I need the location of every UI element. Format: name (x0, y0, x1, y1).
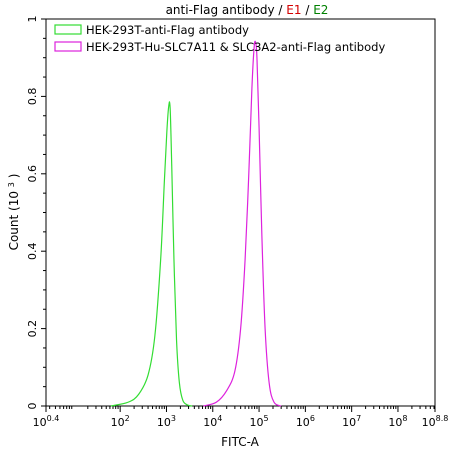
legend: HEK-293T-anti-Flag antibody HEK-293T-Hu-S… (54, 23, 385, 54)
x-tick-exp: 8.8 (436, 414, 449, 423)
y-axis-label-text: Count (10 (7, 191, 21, 250)
x-axis: 100.4 102 103 104 105 106 107 108 108.8 (33, 406, 449, 429)
plot-frame (45, 18, 436, 407)
legend-label-2: HEK-293T-Hu-SLC7A11 & SLC3A2-anti-Flag a… (86, 40, 385, 54)
y-tick-label: 0.4 (26, 242, 39, 260)
y-axis-label: Count (10 3 ) (3, 174, 21, 251)
x-tick-label: 108 (388, 414, 407, 429)
legend-swatch-2 (54, 41, 82, 52)
x-tick-exp: 4 (217, 414, 222, 423)
y-axis: 0 0.2 0.4 0.6 0.8 1 (26, 16, 46, 410)
y-tick-label: 0 (26, 403, 39, 410)
x-tick-exp: 0.4 (47, 414, 60, 423)
x-tick-base: 10 (342, 416, 356, 429)
y-tick-label: 0.2 (26, 320, 39, 338)
x-tick-exp: 2 (125, 414, 130, 423)
y-axis-label-sup: 3 (7, 182, 16, 187)
legend-swatch-1 (54, 24, 82, 35)
x-tick-exp: 3 (171, 414, 176, 423)
x-tick-base: 10 (250, 416, 264, 429)
title-e1: E1 (286, 3, 301, 17)
y-tick-label: 0.8 (26, 88, 39, 106)
x-axis-label: FITC-A (221, 435, 260, 449)
x-tick-exp: 8 (402, 414, 407, 423)
title-e2: E2 (313, 3, 328, 17)
series-line-1 (110, 101, 193, 407)
x-tick-label: 106 (296, 414, 315, 429)
title-prefix: anti-Flag antibody / (166, 3, 287, 17)
x-tick-base: 10 (203, 416, 217, 429)
x-tick-label: 103 (157, 414, 176, 429)
x-tick-exp: 7 (356, 414, 361, 423)
x-tick-label: 100.4 (33, 414, 60, 429)
series-lines (110, 40, 282, 407)
x-tick-label: 108.8 (422, 414, 449, 429)
x-tick-base: 10 (388, 416, 402, 429)
chart-title: anti-Flag antibody / E1 / E2 (166, 3, 329, 17)
x-tick-base: 10 (422, 416, 436, 429)
x-tick-base: 10 (157, 416, 171, 429)
title-separator: / (305, 3, 313, 17)
x-tick-label: 102 (111, 414, 130, 429)
x-tick-exp: 5 (264, 414, 269, 423)
x-tick-base: 10 (33, 416, 47, 429)
y-tick-label: 1 (26, 16, 39, 23)
series-line-2 (203, 40, 282, 407)
x-tick-label: 105 (250, 414, 269, 429)
x-tick-base: 10 (111, 416, 125, 429)
legend-label-1: HEK-293T-anti-Flag antibody (86, 23, 249, 37)
y-axis-label-end: ) (7, 174, 21, 179)
x-tick-base: 10 (296, 416, 310, 429)
x-tick-label: 104 (203, 414, 222, 429)
y-tick-label: 0.6 (26, 165, 39, 183)
x-tick-exp: 6 (310, 414, 315, 423)
x-tick-label: 107 (342, 414, 361, 429)
